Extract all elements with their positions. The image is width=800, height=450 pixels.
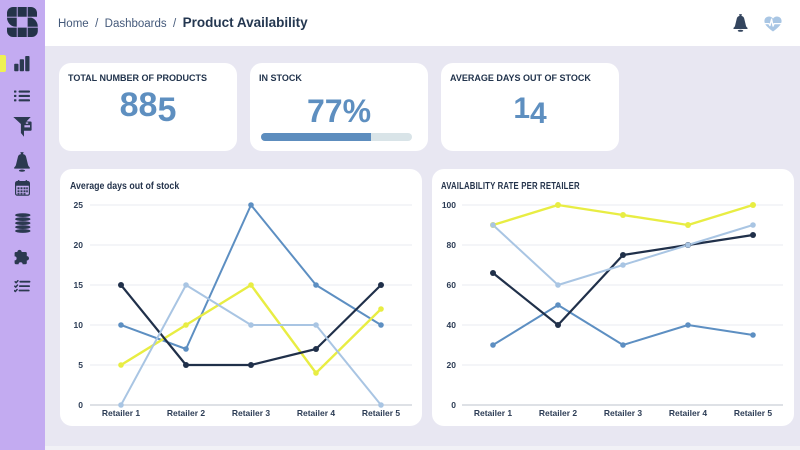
svg-text:Retailer 4: Retailer 4 (297, 408, 336, 418)
svg-text:10: 10 (74, 320, 84, 330)
svg-text:15: 15 (74, 280, 84, 290)
svg-text:40: 40 (447, 320, 457, 330)
svg-text:Retailer 4: Retailer 4 (669, 408, 708, 418)
svg-text:0: 0 (78, 400, 83, 410)
svg-text:0: 0 (451, 400, 456, 410)
svg-text:80: 80 (447, 240, 457, 250)
svg-text:5: 5 (78, 360, 83, 370)
svg-text:60: 60 (447, 280, 457, 290)
svg-text:25: 25 (74, 200, 84, 210)
svg-text:Retailer 2: Retailer 2 (167, 408, 206, 418)
svg-text:Retailer 1: Retailer 1 (102, 408, 141, 418)
svg-text:100: 100 (442, 200, 456, 210)
svg-text:Retailer 2: Retailer 2 (539, 408, 578, 418)
svg-text:Retailer 3: Retailer 3 (604, 408, 643, 418)
svg-text:Retailer 5: Retailer 5 (362, 408, 401, 418)
svg-text:20: 20 (447, 360, 457, 370)
svg-text:20: 20 (74, 240, 84, 250)
svg-text:Retailer 1: Retailer 1 (474, 408, 513, 418)
svg-text:Retailer 5: Retailer 5 (734, 408, 773, 418)
svg-text:Retailer 3: Retailer 3 (232, 408, 271, 418)
